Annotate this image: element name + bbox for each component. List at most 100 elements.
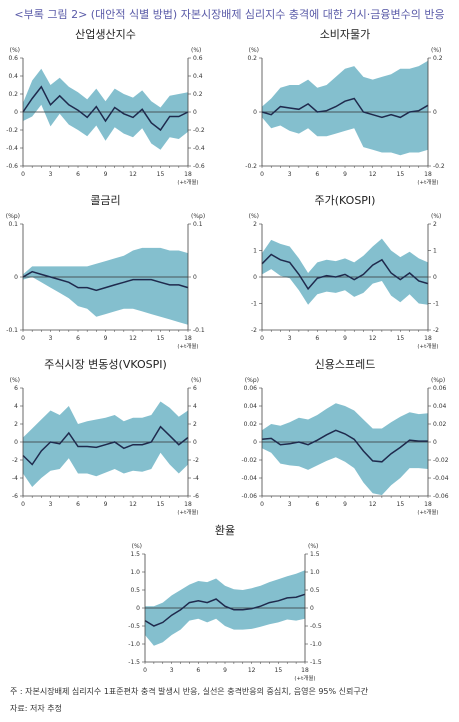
x-axis-label: (+t개월)	[177, 342, 198, 350]
center-line	[22, 425, 189, 466]
y-tick-label-left: 4	[14, 403, 18, 410]
x-tick-label: 18	[184, 171, 192, 178]
y-tick-label-left: 0	[14, 439, 18, 446]
page-title: <부록 그림 2> (대안적 식별 방법) 자본시장배제 심리지수 충격에 대한…	[14, 8, 445, 21]
unit-right-label: (%)	[431, 47, 441, 54]
y-tick-label-right: 1.0	[310, 569, 320, 576]
x-tick-label: 18	[301, 667, 309, 674]
y-tick-label-right: -0.5	[310, 623, 322, 630]
y-tick-label-left: -0.2	[6, 127, 18, 134]
y-tick-label-right: 0.6	[193, 55, 203, 62]
x-tick-label: 6	[76, 171, 80, 178]
unit-left-label: (%)	[249, 213, 259, 220]
y-tick-label-right: 6	[193, 385, 197, 392]
center-line	[144, 593, 306, 627]
y-tick-label-left: 1	[253, 248, 257, 255]
x-tick-label: 0	[260, 171, 264, 178]
center-line	[22, 85, 189, 132]
y-tick-label-left: 0.6	[8, 55, 18, 62]
y-tick-label-right: 0.06	[433, 385, 447, 392]
y-tick-label-right: 0	[433, 274, 437, 281]
y-tick-label-left: 0.02	[244, 421, 258, 428]
unit-left-label: (%p)	[6, 213, 20, 220]
y-tick-label-right: -2	[193, 457, 199, 464]
unit-right-label: (%p)	[431, 377, 445, 384]
x-tick-label: 12	[129, 501, 137, 508]
center-line	[261, 429, 428, 463]
center-line	[261, 97, 429, 119]
y-tick-label-left: -0.1	[6, 327, 18, 334]
y-tick-label-left: -0.6	[6, 163, 18, 170]
confidence-band	[262, 403, 428, 496]
chart-title: 환율	[215, 524, 235, 537]
y-tick-label-right: 0.1	[193, 221, 203, 228]
y-tick-label-right: 0.2	[193, 91, 203, 98]
x-tick-label: 0	[21, 335, 25, 342]
y-tick-label-left: 0.4	[8, 73, 18, 80]
unit-left-label: (%)	[10, 47, 20, 54]
x-tick-label: 0	[260, 335, 264, 342]
x-tick-label: 9	[343, 501, 347, 508]
x-tick-label: 3	[288, 501, 292, 508]
chart-panel: 주식시장 변동성(VKOSPI)(%) (%)6 64 42 20 0-2 -2-4 -4-6…	[10, 358, 202, 516]
chart-title: 주식시장 변동성(VKOSPI)	[44, 358, 167, 371]
y-tick-label-left: 0	[253, 439, 257, 446]
y-tick-label-left: -0.02	[241, 457, 257, 464]
x-tick-label: 18	[424, 501, 432, 508]
x-axis-label: (+t개월)	[294, 674, 315, 682]
x-tick-label: 9	[223, 667, 227, 674]
y-tick-label-right: -1.0	[310, 641, 322, 648]
y-tick-label-right: 0	[193, 109, 197, 116]
x-tick-label: 18	[184, 501, 192, 508]
center-line	[22, 270, 189, 292]
x-tick-label: 3	[170, 667, 174, 674]
y-tick-label-right: 0	[433, 109, 437, 116]
y-tick-label-right: 0.02	[433, 421, 447, 428]
x-tick-label: 15	[397, 501, 405, 508]
y-tick-label-right: 0.2	[433, 55, 443, 62]
y-tick-label-right: -0.02	[433, 457, 449, 464]
unit-right-label: (%p)	[191, 213, 205, 220]
y-tick-label-left: 0.04	[244, 403, 258, 410]
x-axis-label: (+t개월)	[417, 508, 438, 516]
y-tick-label-left: 2	[14, 421, 18, 428]
x-tick-label: 6	[315, 501, 319, 508]
y-tick-label-right: 1.5	[310, 551, 320, 558]
x-axis-label: (+t개월)	[417, 342, 438, 350]
y-tick-label-left: -0.4	[6, 145, 18, 152]
y-tick-label-right: -0.1	[193, 327, 205, 334]
y-tick-label-left: 1.0	[130, 569, 140, 576]
y-tick-label-left: 0	[253, 274, 257, 281]
y-tick-label-right: 2	[193, 421, 197, 428]
y-tick-label-right: 4	[193, 403, 197, 410]
y-tick-label-right: -0.6	[193, 163, 205, 170]
x-tick-label: 3	[49, 501, 53, 508]
y-tick-label-right: -2	[433, 327, 439, 334]
x-tick-label: 0	[260, 501, 264, 508]
x-tick-label: 3	[288, 171, 292, 178]
chart-title: 산업생산지수	[75, 28, 136, 41]
y-tick-label-left: 0	[136, 605, 140, 612]
unit-left-label: (%p)	[245, 377, 259, 384]
y-tick-label-left: 0.5	[130, 587, 140, 594]
x-tick-label: 0	[21, 171, 25, 178]
unit-right-label: (%)	[191, 377, 201, 384]
y-tick-label-right: 0.04	[433, 403, 447, 410]
figure-source: 자료: 저자 추정	[10, 704, 62, 713]
confidence-band	[23, 68, 188, 150]
y-tick-label-right: 1	[433, 248, 437, 255]
y-tick-label-left: -0.5	[128, 623, 140, 630]
x-tick-label: 9	[104, 501, 108, 508]
y-tick-label-left: 1.5	[130, 551, 140, 558]
chart-title: 소비자물가	[320, 28, 371, 41]
x-tick-label: 15	[157, 501, 165, 508]
x-axis-label: (+t개월)	[177, 508, 198, 516]
y-tick-label-right: -0.4	[193, 145, 205, 152]
y-tick-label-right: -4	[193, 475, 199, 482]
y-tick-label-right: -0.06	[433, 493, 449, 500]
y-tick-label-right: 0	[193, 274, 197, 281]
x-tick-label: 15	[397, 171, 405, 178]
x-tick-label: 12	[248, 667, 256, 674]
y-tick-label-right: 0	[310, 605, 314, 612]
y-tick-label-right: -0.2	[193, 127, 205, 134]
